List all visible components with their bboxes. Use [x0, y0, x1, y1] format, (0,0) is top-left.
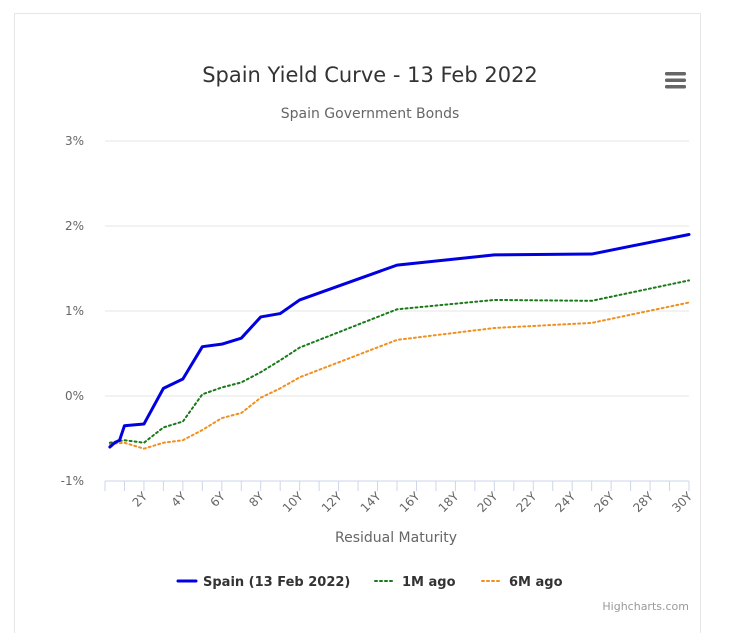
series-line-1m-ago[interactable]: [108, 279, 690, 444]
chart-subtitle: Spain Government Bonds: [281, 106, 460, 122]
legend-label: Spain (13 Feb 2022): [203, 575, 350, 590]
series-line-6m-ago[interactable]: [108, 301, 690, 450]
x-axis-title: Residual Maturity: [335, 530, 457, 546]
series-line-spain[interactable]: [108, 233, 691, 449]
x-tick-label: 22Y: [514, 489, 540, 515]
legend: Spain (13 Feb 2022) 1M ago 6M ago: [176, 575, 563, 590]
series-lines: [108, 233, 691, 450]
legend-item[interactable]: Spain (13 Feb 2022): [176, 575, 350, 590]
chart-container: [14, 13, 701, 633]
gridlines: [105, 140, 689, 482]
credits-link[interactable]: Highcharts.com: [602, 600, 689, 613]
y-tick-label: -1%: [61, 474, 84, 488]
x-tick-label: 2Y: [130, 489, 151, 510]
x-tick-label: 4Y: [169, 489, 190, 510]
legend-label: 1M ago: [402, 575, 456, 590]
y-tick-label: 0%: [65, 389, 84, 403]
x-tick-label: 30Y: [669, 489, 695, 515]
hamburger-menu-icon[interactable]: [662, 68, 690, 92]
y-axis-labels: 3% 2% 1% 0% -1%: [61, 134, 84, 488]
y-tick-label: 2%: [65, 219, 84, 233]
x-tick-label: 18Y: [436, 489, 462, 515]
x-tick-label: 20Y: [475, 489, 501, 515]
x-tick-label: 28Y: [630, 489, 656, 515]
x-tick-label: 14Y: [358, 489, 384, 515]
x-tick-label: 24Y: [552, 489, 578, 515]
x-axis: 2Y 4Y 6Y 8Y 10Y 12Y 14Y 16Y 18Y 20Y 22Y 24Y 26Y 28Y 30…: [104, 480, 696, 515]
chart-title: Spain Yield Curve - 13 Feb 2022: [202, 63, 538, 87]
legend-label: 6M ago: [509, 575, 563, 590]
x-tick-label: 16Y: [397, 489, 423, 515]
x-tick-label: 12Y: [319, 489, 345, 515]
x-tick-label: 26Y: [591, 489, 617, 515]
y-tick-label: 3%: [65, 134, 84, 148]
x-tick-label: 6Y: [207, 489, 228, 510]
legend-item[interactable]: 6M ago: [481, 575, 563, 590]
legend-item[interactable]: 1M ago: [374, 575, 456, 590]
y-tick-label: 1%: [65, 304, 84, 318]
x-tick-label: 10Y: [280, 489, 306, 515]
x-tick-label: 8Y: [246, 489, 267, 510]
